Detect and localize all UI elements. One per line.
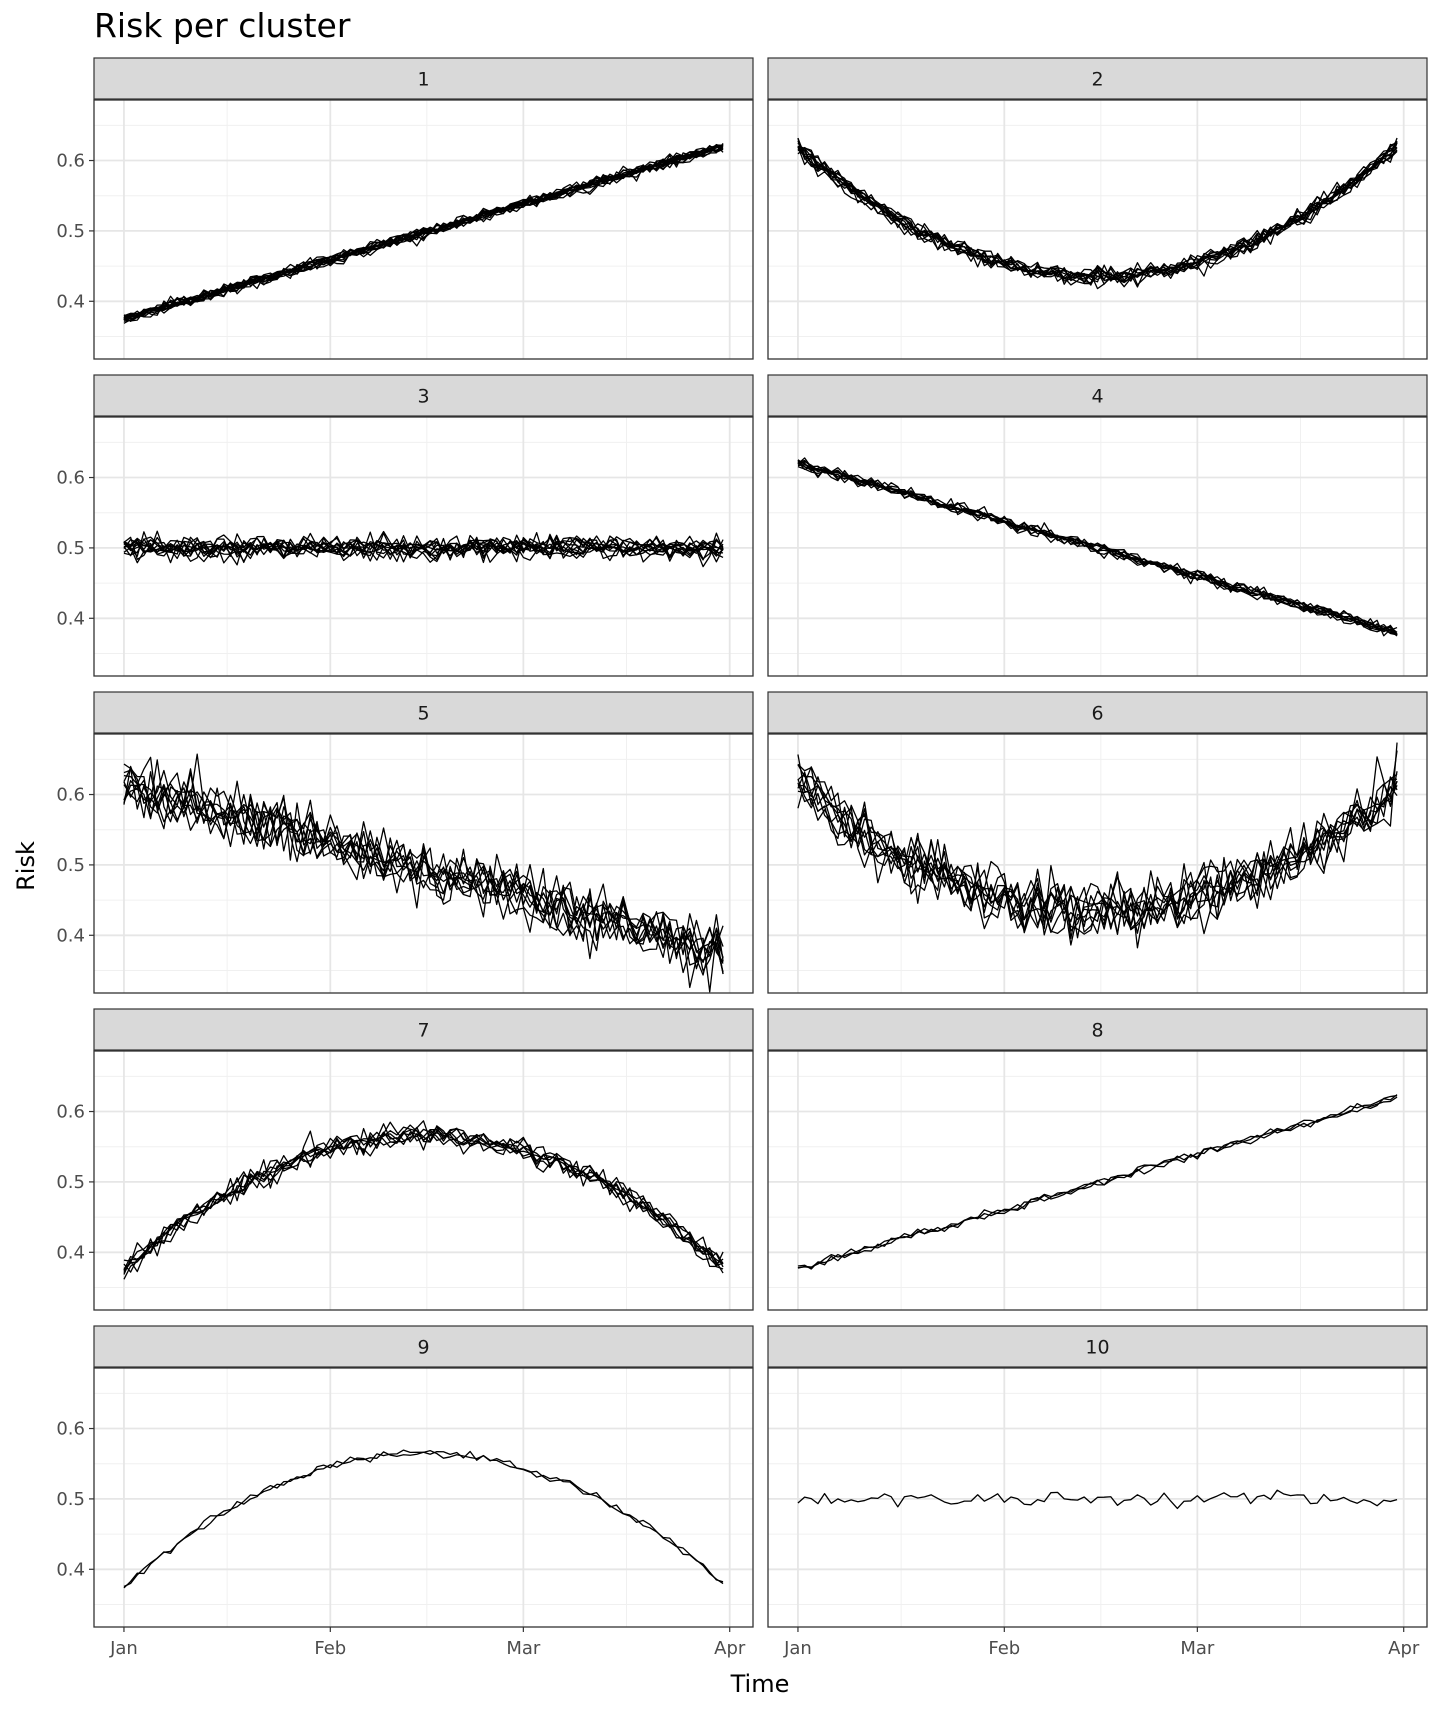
- panel-1-border: [93, 99, 754, 360]
- y-tick-label: 0.4: [56, 1559, 85, 1580]
- y-tick-label: 0.6: [56, 1419, 85, 1440]
- x-tick-label: Feb: [314, 1638, 346, 1659]
- panel-7-series-line: [123, 1126, 724, 1270]
- panel-8-border: [767, 1050, 1428, 1311]
- y-tick-label: 0.5: [56, 538, 85, 559]
- panel-5-series-line: [123, 765, 724, 989]
- panel-10-border: [767, 1367, 1428, 1628]
- panel-8-series-line: [797, 1096, 1398, 1269]
- panel-9-series-line: [123, 1449, 724, 1588]
- panel-4-border: [767, 416, 1428, 677]
- x-tick-label: Mar: [506, 1638, 541, 1659]
- x-tick-label: Feb: [988, 1638, 1020, 1659]
- panel-8-strip-label: 8: [1091, 1020, 1103, 1042]
- panel-6-series-line: [797, 773, 1398, 930]
- panel-6-series-line: [797, 766, 1398, 949]
- panel-10-series-line: [797, 1489, 1398, 1510]
- panel-5-background: [94, 734, 753, 993]
- y-tick-label: 0.4: [56, 925, 85, 946]
- panel-9-strip-label: 9: [417, 1337, 429, 1359]
- panel-6-series-line: [797, 750, 1398, 936]
- x-axis-title: Time: [730, 1670, 790, 1698]
- panel-5-series-line: [123, 771, 724, 993]
- panel-3-series-line: [123, 539, 724, 564]
- panel-6-strip: [767, 691, 1428, 734]
- y-tick-label: 0.5: [56, 1172, 85, 1193]
- panel-5-strip: [93, 691, 754, 734]
- panel-5-series-line: [123, 769, 724, 961]
- y-tick-label: 0.4: [56, 1242, 85, 1263]
- y-tick-label: 0.6: [56, 151, 85, 172]
- panel-7-strip-label: 7: [417, 1020, 429, 1042]
- panel-7-border: [93, 1050, 754, 1311]
- panel-5-strip-label: 5: [417, 703, 429, 725]
- panel-5-series-line: [123, 767, 724, 974]
- panel-4-series-line: [797, 459, 1398, 633]
- panel-10-strip: [767, 1325, 1428, 1368]
- panel-6-series-line: [797, 756, 1398, 935]
- panel-9-border: [93, 1367, 754, 1628]
- panel-2-strip-label: 2: [1091, 69, 1103, 91]
- panel-7-strip: [93, 1008, 754, 1051]
- panel-7-series-line: [123, 1123, 724, 1271]
- panel-2-border: [767, 99, 1428, 360]
- panel-9-strip: [93, 1325, 754, 1368]
- panel-1-series-line: [123, 143, 724, 320]
- panel-3-border: [93, 416, 754, 677]
- panel-8-strip: [767, 1008, 1428, 1051]
- y-tick-label: 0.5: [56, 1489, 85, 1510]
- chart-title: Risk per cluster: [94, 6, 351, 45]
- panel-7-series-line: [123, 1125, 724, 1272]
- x-tick-label: Jan: [783, 1638, 812, 1659]
- panel-4-strip: [767, 374, 1428, 417]
- panel-7-series-line: [123, 1128, 724, 1273]
- y-tick-label: 0.4: [56, 291, 85, 312]
- panel-6-strip-label: 6: [1091, 703, 1103, 725]
- panel-2-background: [768, 100, 1427, 359]
- panel-5-series-line: [123, 769, 724, 962]
- panel-1-strip: [93, 57, 754, 100]
- panel-3-series-line: [123, 536, 724, 563]
- panel-4-strip-label: 4: [1091, 386, 1103, 408]
- panel-5-border: [93, 733, 754, 994]
- panel-1-series-line: [123, 147, 724, 321]
- y-tick-label: 0.6: [56, 1102, 85, 1123]
- x-tick-label: Mar: [1180, 1638, 1215, 1659]
- panel-10-strip-label: 10: [1085, 1337, 1109, 1359]
- panel-6-series-line: [797, 773, 1398, 936]
- x-tick-label: Apr: [714, 1638, 746, 1659]
- y-tick-label: 0.6: [56, 785, 85, 806]
- panel-6-border: [767, 733, 1428, 994]
- panel-5-series-line: [123, 756, 724, 966]
- panel-6-series-line: [797, 763, 1398, 946]
- x-tick-label: Jan: [109, 1638, 138, 1659]
- panel-4-background: [768, 417, 1427, 676]
- y-tick-label: 0.5: [56, 855, 85, 876]
- panel-6-background: [768, 734, 1427, 993]
- panel-2-series-line: [797, 137, 1398, 283]
- y-tick-label: 0.6: [56, 468, 85, 489]
- panel-1-strip-label: 1: [417, 69, 429, 91]
- panel-2-series-line: [797, 137, 1398, 284]
- panel-9-background: [94, 1368, 753, 1627]
- x-tick-label: Apr: [1388, 1638, 1420, 1659]
- y-tick-label: 0.4: [56, 608, 85, 629]
- panel-7-background: [94, 1051, 753, 1310]
- panel-6-series-line: [797, 742, 1398, 939]
- panel-2-strip: [767, 57, 1428, 100]
- panel-3-strip-label: 3: [417, 386, 429, 408]
- panel-3-strip: [93, 374, 754, 417]
- panel-2-series-line: [797, 140, 1398, 290]
- panel-7-series-line: [123, 1130, 724, 1273]
- y-axis-title: Risk: [12, 841, 40, 891]
- y-tick-label: 0.5: [56, 221, 85, 242]
